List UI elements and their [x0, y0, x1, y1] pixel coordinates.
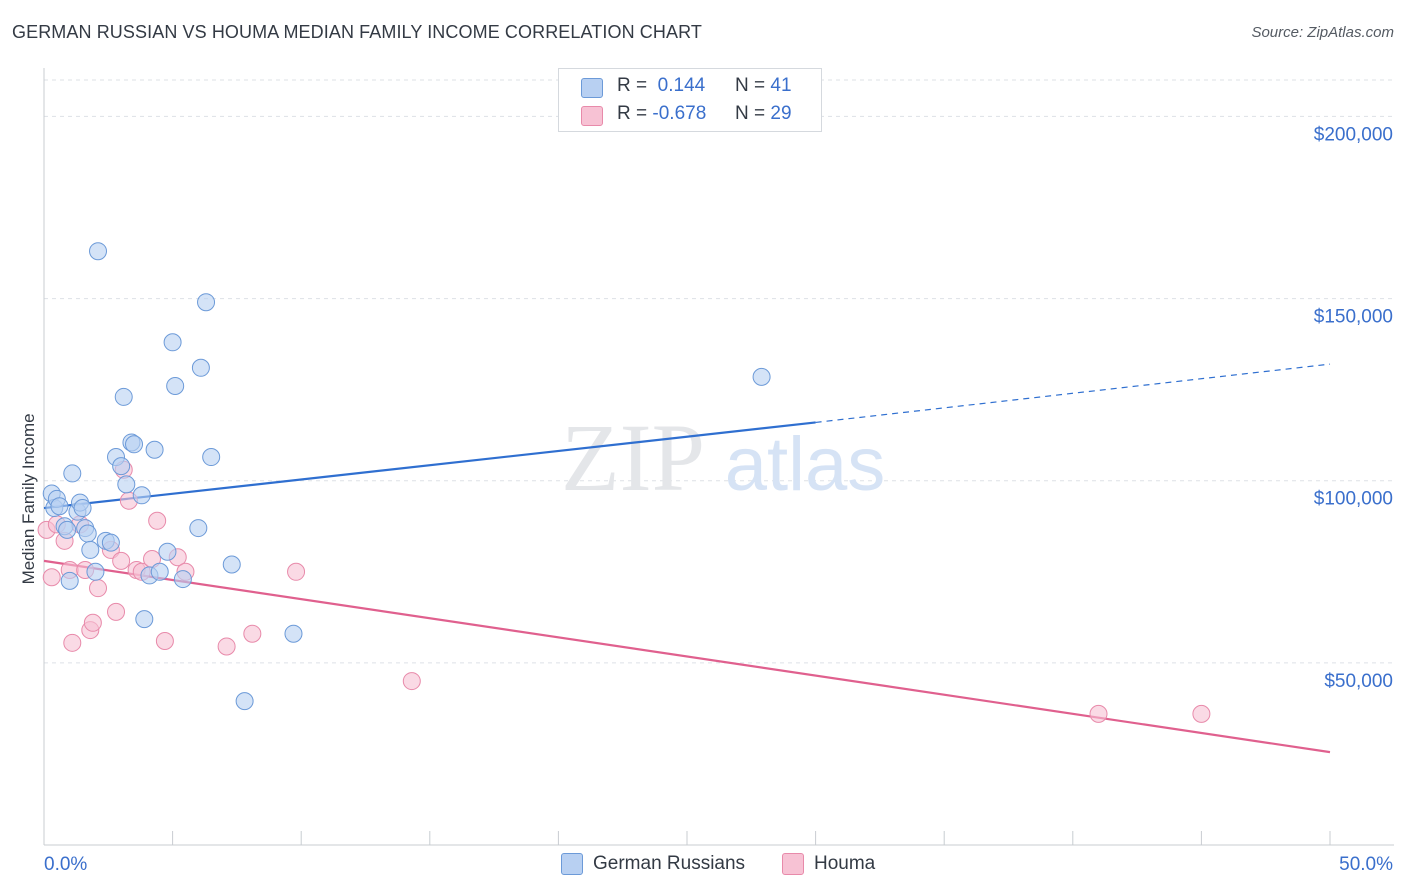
point-german-russians	[222, 555, 241, 574]
point-german-russians	[58, 520, 77, 539]
legend-swatch-houma	[581, 106, 603, 126]
watermark-zip: ZIP	[561, 404, 705, 511]
series-swatch-german-russians	[561, 853, 583, 875]
axes	[43, 68, 1394, 846]
legend-n-value: 29	[770, 103, 792, 124]
axis-labels: $50,000 $100,000 $150,000 $200,000 0.0% 50.0%…	[19, 124, 1393, 875]
point-german-russians	[60, 571, 79, 590]
y-tick-label: $200,000	[1314, 124, 1393, 145]
stats-legend: R = 0.144 N = 41 R = -0.678 N = 29	[558, 68, 822, 132]
legend-n-value: 41	[770, 75, 792, 96]
source-credit: Source: ZipAtlas.com	[1251, 24, 1394, 41]
point-german-russians	[86, 562, 105, 581]
point-german-russians	[135, 610, 154, 629]
point-houma	[155, 632, 174, 650]
trend-line-german-russians-extension	[815, 363, 1331, 424]
point-houma	[148, 511, 167, 530]
trend-line-german-russians	[43, 421, 816, 510]
point-german-russians	[752, 367, 771, 386]
point-german-russians	[284, 624, 303, 643]
y-tick-label: $100,000	[1314, 489, 1393, 510]
point-houma	[107, 602, 126, 621]
x-tick-label-min: 0.0%	[44, 854, 87, 875]
legend-n: N = 29	[735, 103, 792, 124]
point-houma	[217, 637, 236, 656]
point-german-russians	[117, 475, 136, 494]
point-houma	[42, 568, 61, 587]
point-german-russians	[101, 533, 120, 552]
y-axis-title: Median Family Income	[19, 413, 38, 584]
y-tick-label: $150,000	[1314, 307, 1393, 328]
point-german-russians	[173, 570, 192, 589]
point-houma	[89, 579, 108, 598]
series-swatch-houma	[782, 853, 804, 875]
point-german-russians	[81, 540, 100, 559]
point-german-russians	[202, 448, 221, 467]
point-german-russians	[166, 377, 185, 395]
legend-swatch-german-russians	[581, 78, 603, 98]
trend-line-houma	[43, 559, 1331, 754]
series-legend: German Russians Houma	[0, 852, 1406, 880]
point-german-russians	[112, 457, 131, 476]
point-german-russians	[158, 542, 177, 561]
point-houma	[243, 624, 262, 643]
data-points	[37, 242, 1211, 723]
point-german-russians	[73, 499, 92, 518]
point-houma	[63, 633, 82, 652]
series-label-german-russians: German Russians	[593, 853, 746, 874]
series-label-houma: Houma	[814, 853, 876, 874]
point-german-russians	[191, 358, 210, 377]
watermark-atlas: atlas	[725, 422, 886, 507]
point-houma	[112, 551, 131, 570]
legend-r-value: 0.144	[657, 75, 706, 96]
point-german-russians	[63, 464, 82, 483]
legend-r-value: -0.678	[652, 103, 707, 124]
point-german-russians	[132, 486, 151, 505]
point-houma	[83, 613, 102, 632]
chart-title: GERMAN RUSSIAN VS HOUMA MEDIAN FAMILY IN…	[12, 22, 702, 42]
legend-r: R = 0.144	[617, 75, 706, 96]
y-tick-label: $50,000	[1324, 671, 1393, 692]
legend-r: R = -0.678	[617, 103, 707, 124]
legend-n: N = 41	[735, 75, 792, 96]
point-german-russians	[114, 387, 133, 406]
x-tick-label-max: 50.0%	[1339, 854, 1393, 875]
point-german-russians	[150, 562, 169, 581]
grid-lines	[44, 79, 1394, 664]
point-german-russians	[50, 497, 69, 516]
point-houma	[1089, 704, 1108, 723]
point-german-russians	[145, 440, 164, 459]
point-houma	[287, 562, 306, 581]
point-german-russians	[189, 519, 208, 538]
point-german-russians	[78, 524, 97, 543]
point-german-russians	[125, 435, 144, 454]
watermark: ZIP atlas	[561, 404, 885, 511]
point-german-russians	[197, 293, 216, 312]
point-houma	[1192, 704, 1211, 723]
point-houma	[402, 672, 421, 691]
point-german-russians	[235, 692, 254, 711]
point-german-russians	[89, 242, 108, 261]
trend-lines	[43, 363, 1331, 754]
point-german-russians	[163, 333, 182, 352]
